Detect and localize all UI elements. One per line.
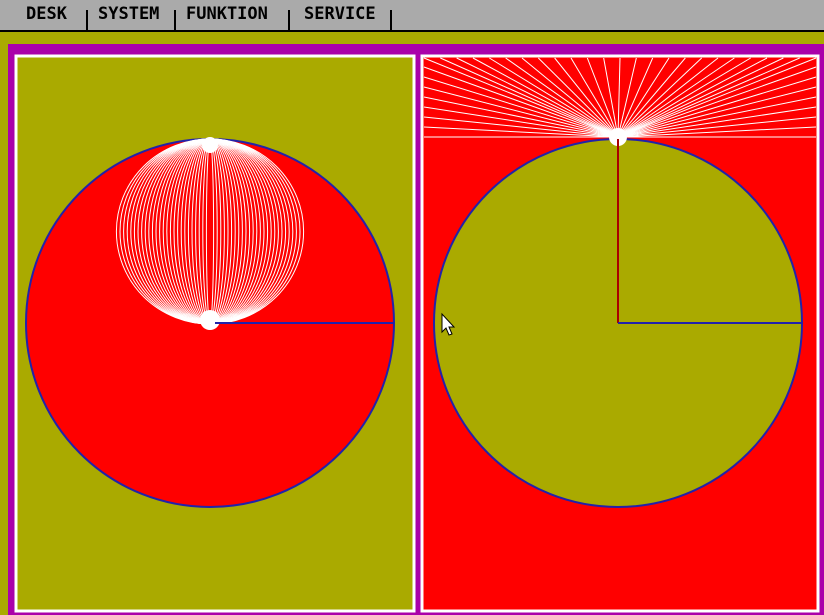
menu-service[interactable]: SERVICE: [304, 6, 376, 32]
menu-separator: [288, 10, 290, 32]
graphics-canvas: [8, 44, 824, 615]
menu-separator: [86, 10, 88, 32]
left-focus-spot: [200, 310, 220, 330]
menu-separator: [390, 10, 392, 32]
menu-system[interactable]: SYSTEM: [98, 6, 159, 32]
menu-funktion[interactable]: FUNKTION: [186, 6, 268, 32]
menu-desk[interactable]: DESK: [26, 6, 67, 32]
menu-separator: [174, 10, 176, 32]
desktop: [0, 32, 824, 615]
left-focus-spot: [202, 137, 218, 153]
menu-bar: DESK SYSTEM FUNKTION SERVICE: [0, 0, 824, 32]
window-frame: [8, 44, 824, 615]
